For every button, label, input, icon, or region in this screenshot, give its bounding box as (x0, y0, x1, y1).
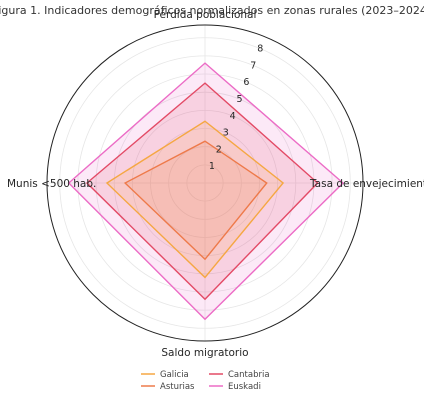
series-euskadi (67, 62, 345, 321)
legend-label: Cantabria (228, 370, 270, 380)
radial-tick-label: 6 (243, 77, 249, 88)
outer-frame (46, 24, 364, 342)
axis-label: Pérdida poblacional (154, 9, 257, 21)
axis-label: Munis <500 hab. (7, 178, 96, 190)
series-asturias (123, 140, 268, 261)
legend: Galicia Asturias Cantabria Euskadi (141, 370, 270, 392)
axis-label: Tasa de envejecimiento (309, 178, 424, 190)
radial-tick-label: 7 (250, 60, 256, 71)
radial-tick-label: 5 (236, 94, 242, 105)
series-cantabria (85, 82, 319, 301)
chart-title: Figura 1. Indicadores demográficos norma… (0, 4, 424, 17)
axis-label: Saldo migratorio (161, 347, 248, 359)
radial-tick-label: 2 (216, 144, 222, 155)
radial-tick-label: 8 (257, 44, 263, 55)
legend-label: Asturias (160, 382, 195, 392)
axis-labels: Pérdida poblacional Tasa de envejecimient… (7, 9, 424, 359)
radial-tick-label: 3 (223, 128, 229, 139)
series-layer (67, 62, 345, 321)
radial-tick-label: 4 (230, 111, 236, 122)
radial-tick-label: 1 (209, 161, 215, 172)
legend-label: Euskadi (228, 382, 261, 392)
legend-label: Galicia (160, 370, 189, 380)
series-galicia (105, 120, 285, 279)
